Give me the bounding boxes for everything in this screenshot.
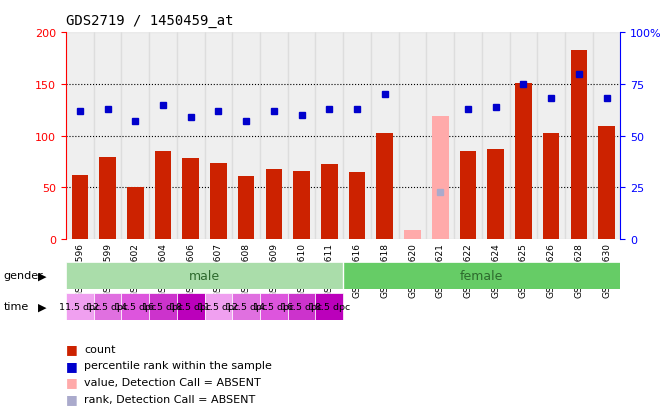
Bar — [537, 33, 565, 240]
Bar — [71, 176, 88, 240]
Text: 16.5 dpc: 16.5 dpc — [143, 302, 183, 311]
Bar — [432, 116, 449, 240]
Bar — [66, 293, 94, 320]
Bar — [515, 83, 532, 240]
Bar — [293, 171, 310, 240]
Bar — [570, 50, 587, 240]
Bar — [154, 152, 172, 240]
Text: gender: gender — [3, 271, 43, 281]
Bar — [371, 33, 399, 240]
Bar — [210, 163, 227, 240]
Bar — [232, 33, 260, 240]
Text: value, Detection Call = ABSENT: value, Detection Call = ABSENT — [84, 377, 261, 387]
Text: percentile rank within the sample: percentile rank within the sample — [84, 361, 273, 370]
Text: 12.5 dpc: 12.5 dpc — [87, 302, 128, 311]
Text: 12.5 dpc: 12.5 dpc — [226, 302, 267, 311]
Bar — [598, 127, 615, 240]
Bar — [343, 33, 371, 240]
Text: rank, Detection Call = ABSENT: rank, Detection Call = ABSENT — [84, 394, 255, 404]
Bar — [99, 158, 116, 240]
Bar — [376, 133, 393, 240]
Bar — [149, 33, 177, 240]
Bar — [265, 169, 282, 240]
Text: 14.5 dpc: 14.5 dpc — [115, 302, 156, 311]
Text: ■: ■ — [66, 392, 78, 405]
Bar — [205, 33, 232, 240]
Text: male: male — [189, 269, 220, 282]
Bar — [487, 150, 504, 240]
Bar — [121, 293, 149, 320]
Bar — [399, 33, 426, 240]
Bar — [593, 33, 620, 240]
Text: 11.5 dpc: 11.5 dpc — [198, 302, 239, 311]
Bar — [238, 177, 255, 240]
Bar — [127, 188, 144, 240]
Text: ■: ■ — [66, 342, 78, 356]
Bar — [182, 159, 199, 240]
Text: GDS2719 / 1450459_at: GDS2719 / 1450459_at — [66, 14, 234, 28]
Bar — [426, 33, 454, 240]
Text: 14.5 dpc: 14.5 dpc — [253, 302, 294, 311]
Bar — [94, 293, 121, 320]
Bar — [66, 33, 94, 240]
Bar — [348, 173, 366, 240]
Bar — [149, 293, 177, 320]
Bar — [343, 262, 620, 289]
Bar — [543, 133, 560, 240]
Bar — [454, 33, 482, 240]
Bar — [260, 293, 288, 320]
Text: time: time — [3, 301, 28, 312]
Bar — [94, 33, 121, 240]
Text: 16.5 dpc: 16.5 dpc — [281, 302, 322, 311]
Bar — [321, 164, 338, 240]
Bar — [459, 152, 477, 240]
Bar — [315, 33, 343, 240]
Text: 18.5 dpc: 18.5 dpc — [170, 302, 211, 311]
Bar — [510, 33, 537, 240]
Text: ▶: ▶ — [38, 271, 47, 281]
Bar — [315, 293, 343, 320]
Bar — [205, 293, 232, 320]
Text: ▶: ▶ — [38, 301, 47, 312]
Text: female: female — [460, 269, 504, 282]
Text: ■: ■ — [66, 359, 78, 372]
Bar — [404, 230, 421, 240]
Text: ■: ■ — [66, 375, 78, 389]
Bar — [121, 33, 149, 240]
Bar — [288, 293, 315, 320]
Text: 11.5 dpc: 11.5 dpc — [59, 302, 100, 311]
Bar — [66, 262, 343, 289]
Bar — [177, 33, 205, 240]
Bar — [565, 33, 593, 240]
Bar — [177, 293, 205, 320]
Bar — [232, 293, 260, 320]
Bar — [288, 33, 315, 240]
Bar — [260, 33, 288, 240]
Text: count: count — [84, 344, 116, 354]
Text: 18.5 dpc: 18.5 dpc — [309, 302, 350, 311]
Bar — [482, 33, 510, 240]
